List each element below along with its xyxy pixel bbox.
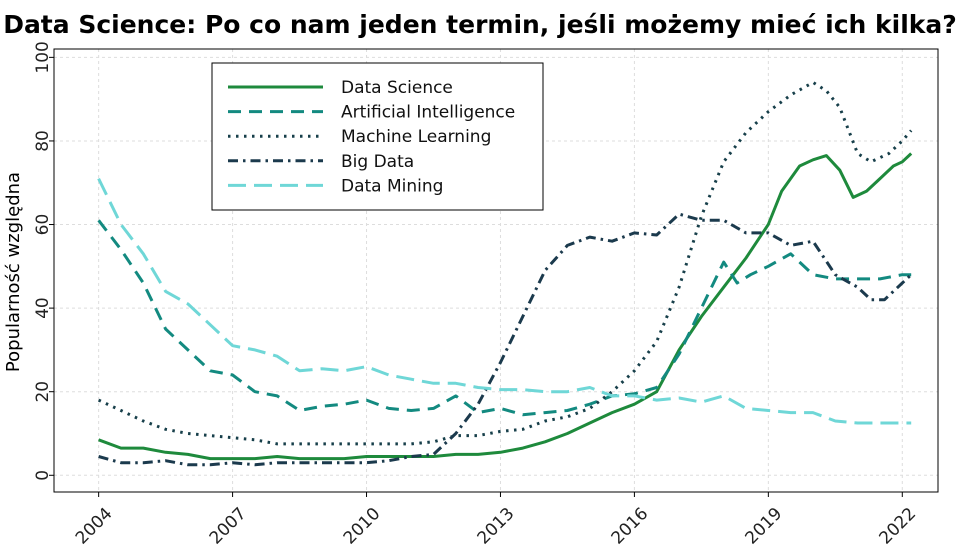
- legend: Data Science Artificial Intelligence Machi…: [211, 62, 544, 211]
- plot-frame: [53, 48, 939, 493]
- y-tick-label: 100: [33, 41, 53, 73]
- legend-label: Data Science: [341, 78, 453, 98]
- legend-label: Artificial Intelligence: [341, 103, 515, 123]
- x-tick-label: 2010: [340, 504, 385, 548]
- legend-label: Data Mining: [341, 176, 443, 196]
- y-tick-label: 0: [33, 470, 53, 481]
- y-tick-label: 80: [33, 130, 53, 152]
- y-axis: 0 20 40 60 80 100: [33, 41, 54, 481]
- series-line-data-science: [98, 152, 913, 461]
- x-tick-label: 2007: [206, 504, 251, 548]
- series-line-artificial-intelligence: [97, 219, 912, 417]
- y-tick-label: 60: [33, 214, 53, 236]
- x-tick-label: 2004: [72, 504, 117, 548]
- y-axis-label: Popularność względna: [3, 172, 24, 372]
- x-tick-label: 2016: [608, 504, 653, 548]
- legend-label: Big Data: [341, 152, 414, 172]
- chart-title: Data Science: Po co nam jeden termin, je…: [3, 10, 957, 39]
- series-lines: [97, 80, 913, 467]
- legend-label: Machine Learning: [341, 127, 491, 147]
- y-tick-label: 40: [33, 297, 53, 319]
- x-tick-label: 2013: [474, 504, 519, 548]
- y-tick-label: 20: [33, 381, 53, 403]
- x-tick-label: 2019: [742, 504, 787, 548]
- x-tick-label: 2022: [875, 504, 920, 548]
- series-line-big-data: [98, 212, 913, 467]
- series-line-data-mining: [97, 177, 912, 425]
- x-axis: 2004 2007 2010 2013 2016 2019 2022: [72, 492, 920, 548]
